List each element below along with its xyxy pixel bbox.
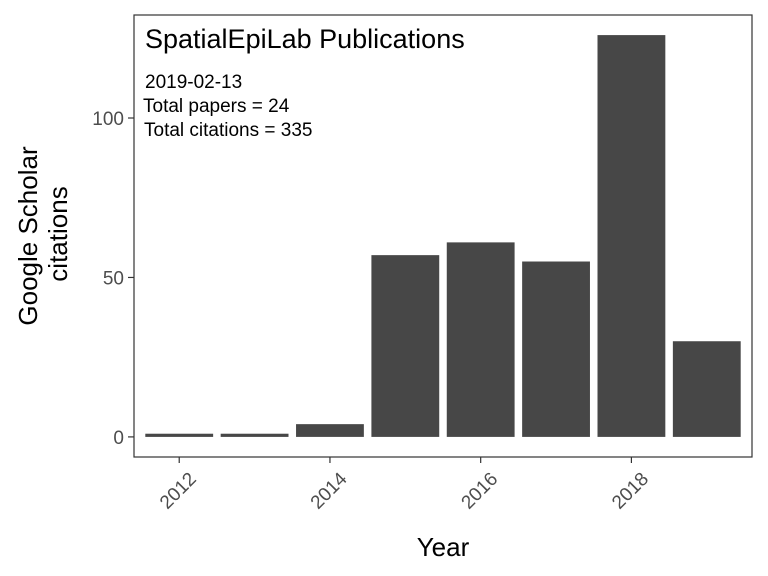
annotation-total-citations: Total citations = 335 — [144, 120, 312, 141]
x-tick-label-2018: 2018 — [608, 469, 653, 514]
bar-2014 — [296, 424, 364, 437]
y-tick-label-0: 0 — [113, 428, 124, 449]
bars — [145, 35, 741, 437]
x-tick-label-2016: 2016 — [458, 469, 503, 514]
chart-title: SpatialEpiLab Publications — [145, 24, 465, 54]
bar-2019 — [672, 341, 741, 437]
y-tick-label-50: 50 — [103, 268, 124, 289]
bar-2018 — [597, 35, 666, 437]
bar-2013 — [220, 433, 289, 437]
annotation-date: 2019-02-13 — [145, 72, 242, 93]
annotation-total-papers: Total papers = 24 — [143, 96, 290, 117]
x-tick-label-2014: 2014 — [307, 468, 352, 513]
bar-2016 — [446, 242, 515, 437]
y-axis-title-line-1: Google Scholar — [13, 146, 43, 326]
bar-2017 — [522, 261, 590, 437]
bar-2015 — [371, 255, 440, 437]
x-tick-label-2012: 2012 — [156, 469, 201, 514]
y-axis-title-line-2: citations — [43, 186, 73, 281]
bar-2012 — [145, 433, 214, 437]
x-axis-title: Year — [417, 532, 470, 562]
y-tick-label-100: 100 — [92, 109, 124, 130]
